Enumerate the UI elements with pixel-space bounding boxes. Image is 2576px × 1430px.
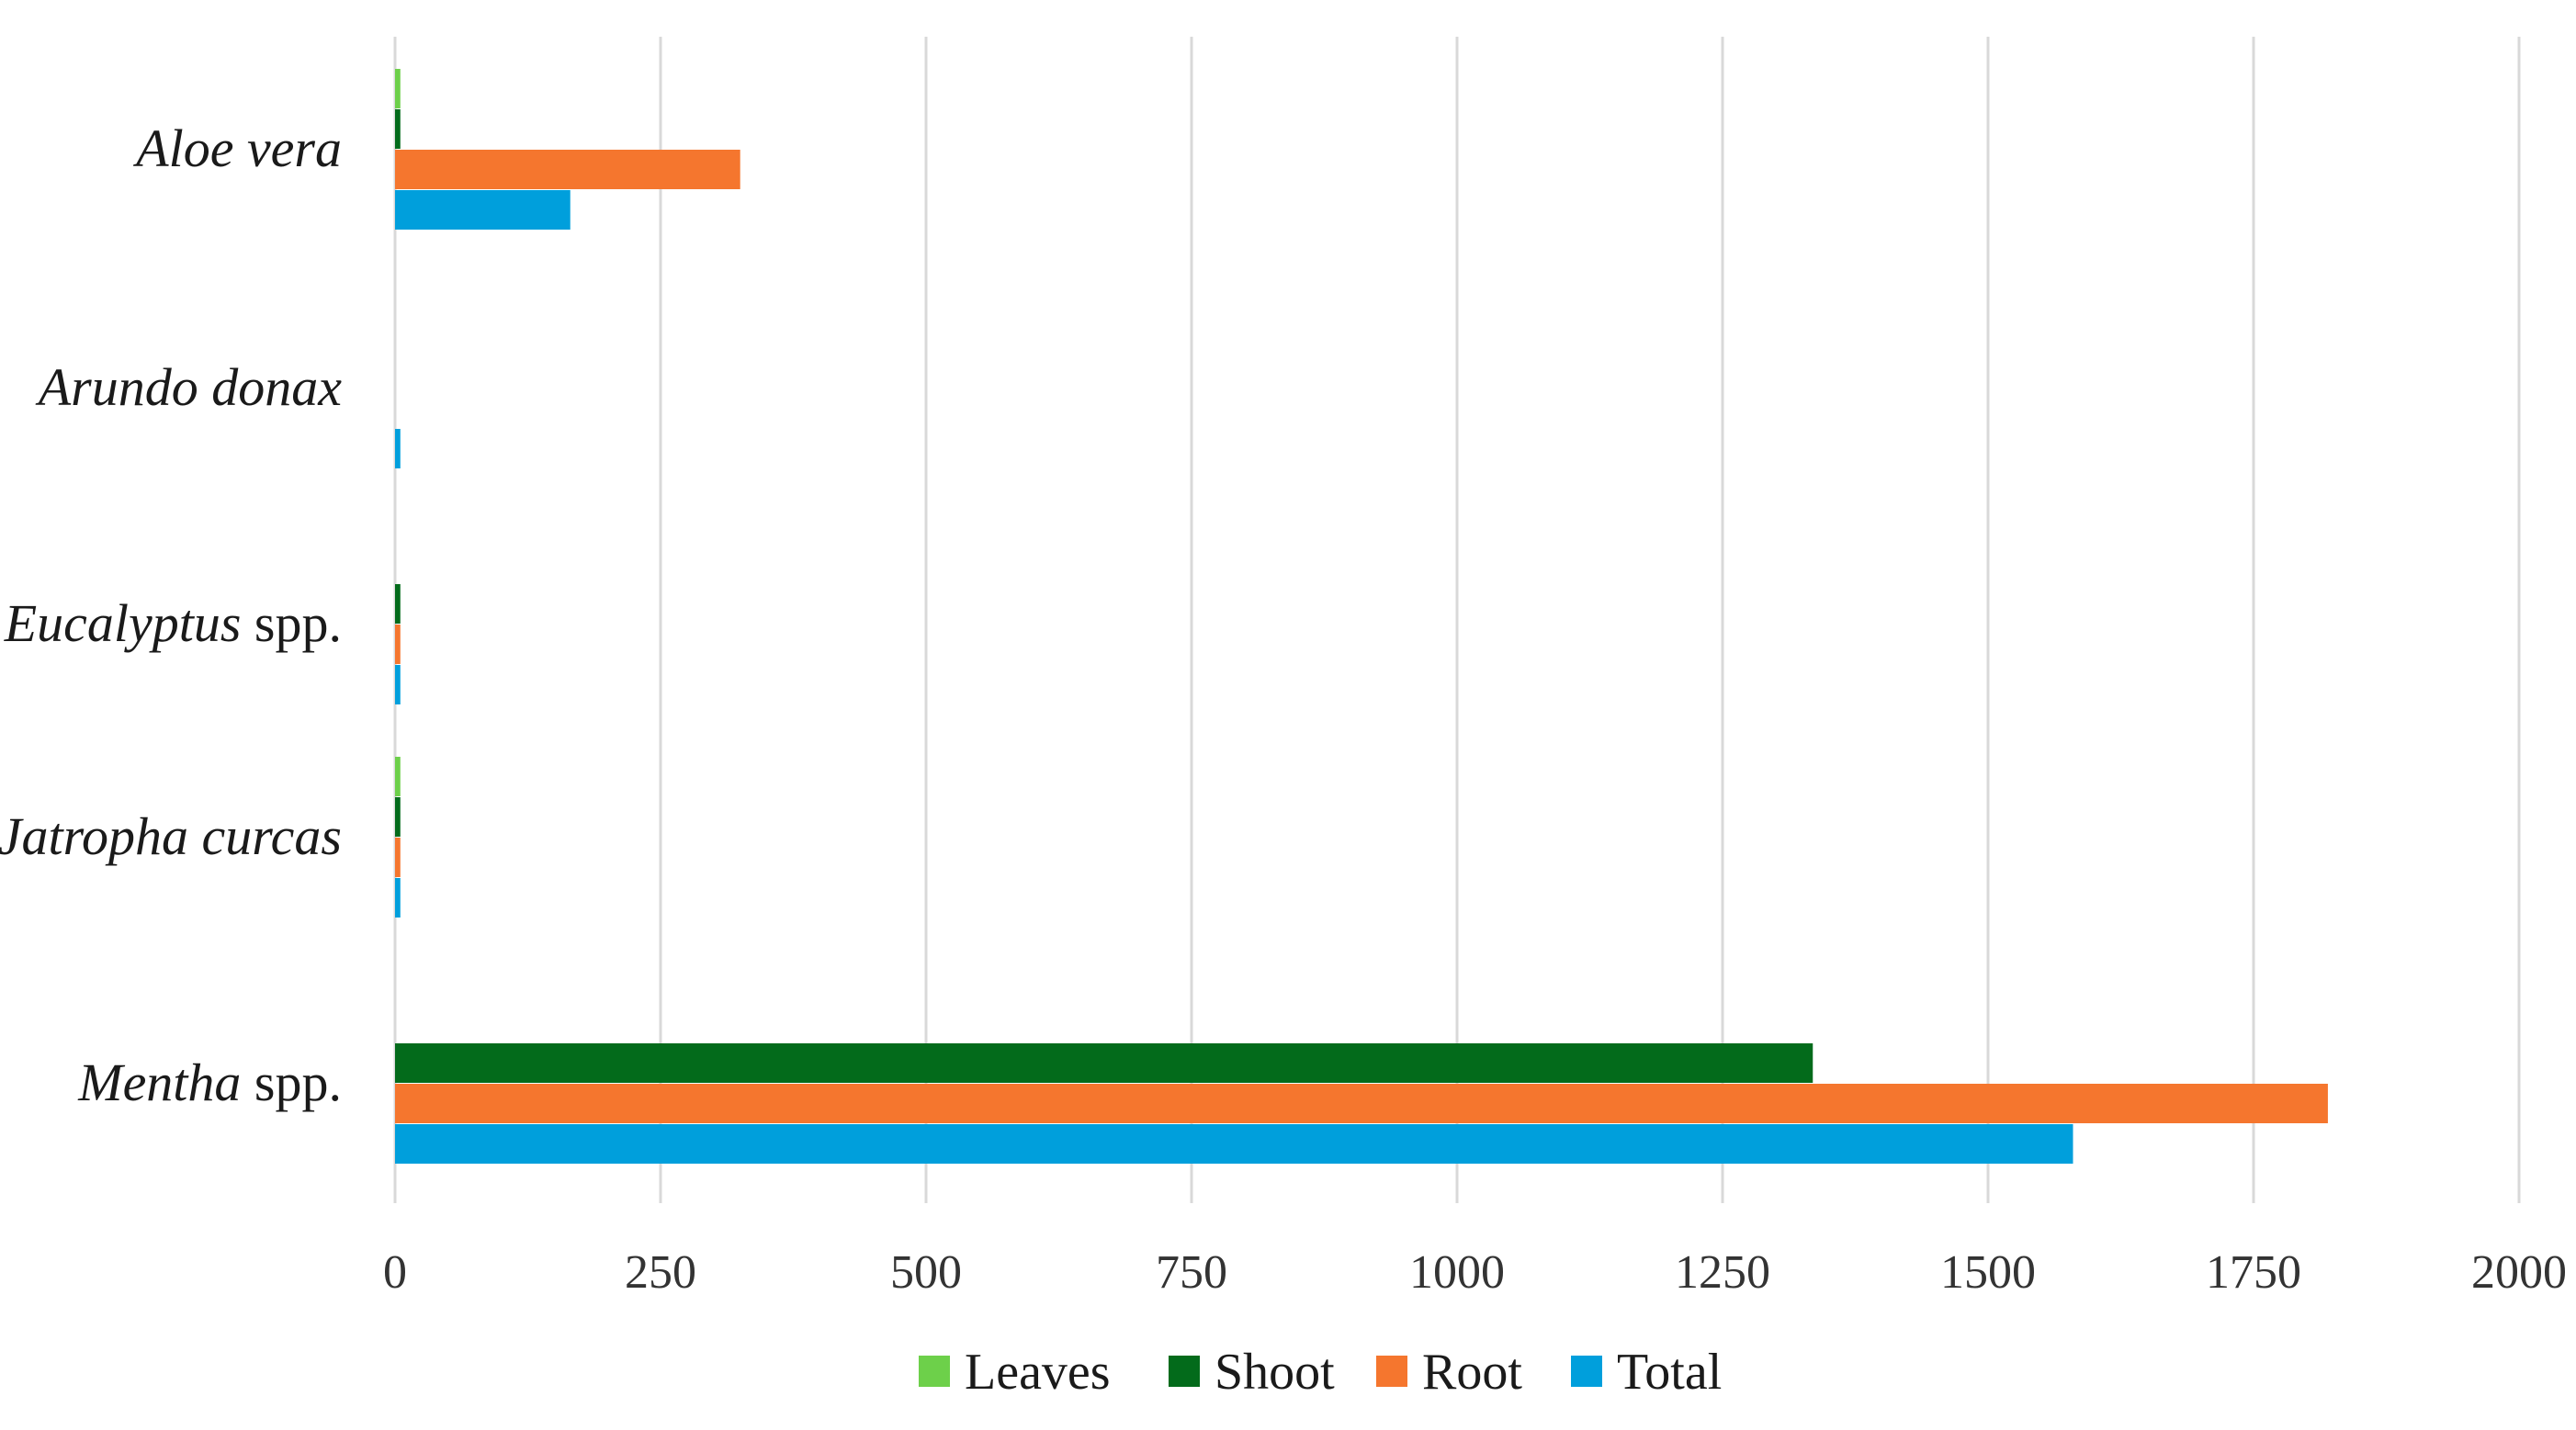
- category-label-italic: Arundo donax: [35, 357, 343, 417]
- bar-root-4: [395, 1084, 2328, 1123]
- category-labels: Aloe vera Arundo donax Eucalyptus spp. Jatr…: [0, 118, 342, 1112]
- x-tick-label: 1000: [1409, 1246, 1505, 1299]
- bar-total-2: [395, 665, 401, 704]
- bar-shoot-4: [395, 1043, 1813, 1083]
- bar-root-3: [395, 838, 401, 877]
- bars: [395, 69, 2328, 1164]
- x-tick-label: 2000: [2471, 1246, 2567, 1299]
- x-tick-label: 1250: [1675, 1246, 1770, 1299]
- legend-swatch-total: [1571, 1356, 1602, 1387]
- legend-swatch-root: [1376, 1356, 1407, 1387]
- category-label: Aloe vera: [132, 118, 342, 178]
- bar-shoot-2: [395, 584, 401, 624]
- category-label-italic: Aloe vera: [132, 118, 342, 178]
- category-label-italic: Jatropha curcas: [0, 806, 342, 866]
- category-label: Eucalyptus spp.: [4, 593, 342, 653]
- x-tick-label: 1500: [1940, 1246, 2036, 1299]
- bar-root-0: [395, 150, 740, 189]
- x-tick-label: 500: [890, 1246, 962, 1299]
- category-label-suffix: spp.: [241, 593, 342, 653]
- legend-label-total: Total: [1617, 1344, 1722, 1401]
- category-label-suffix: spp.: [241, 1053, 342, 1112]
- bar-shoot-3: [395, 797, 401, 837]
- category-label: Mentha spp.: [77, 1053, 342, 1112]
- category-label: Jatropha curcas: [0, 806, 342, 866]
- legend-swatch-shoot: [1169, 1356, 1200, 1387]
- legend-label-leaves: Leaves: [965, 1344, 1111, 1401]
- category-label-italic: Mentha: [77, 1053, 241, 1112]
- bar-leaves-0: [395, 69, 401, 108]
- bar-total-0: [395, 190, 571, 230]
- x-tick-label: 250: [625, 1246, 696, 1299]
- bar-shoot-0: [395, 109, 401, 149]
- bar-total-4: [395, 1124, 2073, 1164]
- x-tick-label: 1750: [2206, 1246, 2301, 1299]
- bar-root-2: [395, 625, 401, 664]
- legend-label-root: Root: [1422, 1344, 1522, 1401]
- x-tick-label: 0: [383, 1246, 407, 1299]
- bar-total-1: [395, 429, 401, 468]
- x-tick-label: 750: [1156, 1246, 1227, 1299]
- legend: Leaves Shoot Root Total: [919, 1344, 1722, 1401]
- category-label: Arundo donax: [35, 357, 343, 417]
- bar-total-3: [395, 878, 401, 918]
- bar-leaves-3: [395, 757, 401, 796]
- category-label-italic: Eucalyptus: [4, 593, 242, 653]
- x-tick-labels: 0 250 500 750 1000 1250 1500 1750 2000: [383, 1246, 2567, 1299]
- legend-swatch-leaves: [919, 1356, 950, 1387]
- legend-label-shoot: Shoot: [1215, 1344, 1335, 1401]
- gridlines: [393, 37, 2521, 1203]
